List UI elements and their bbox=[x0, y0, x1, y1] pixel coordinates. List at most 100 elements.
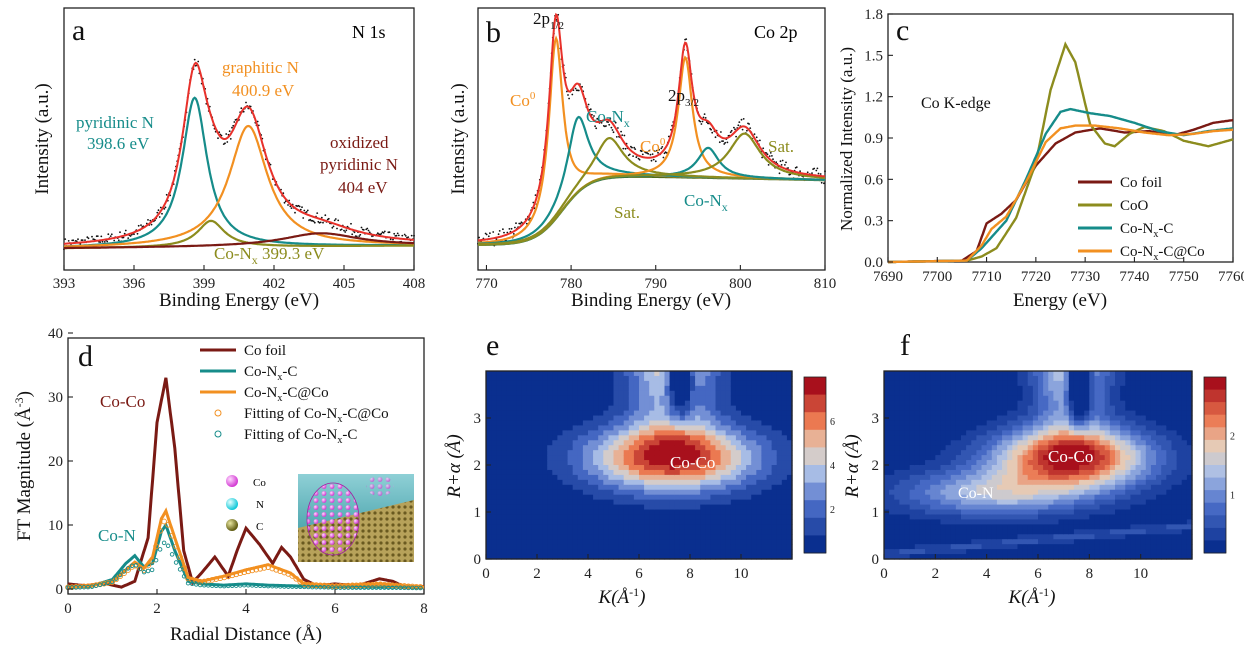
wavelet-cell bbox=[1012, 514, 1019, 521]
wavelet-cell bbox=[781, 460, 788, 466]
wavelet-cell bbox=[940, 484, 947, 491]
wavelet-cell bbox=[1089, 524, 1096, 530]
wavelet-cell bbox=[996, 544, 1003, 550]
wavelet-cell bbox=[1109, 375, 1116, 382]
wavelet-cell bbox=[715, 524, 722, 530]
wavelet-cell bbox=[684, 514, 691, 521]
wavelet-cell bbox=[598, 445, 604, 451]
wavelet-cell bbox=[981, 371, 988, 377]
wavelet-cell bbox=[598, 539, 604, 545]
legend-co-sphere-icon bbox=[226, 475, 238, 487]
wavelet-cell bbox=[542, 544, 548, 550]
wavelet-cell bbox=[486, 484, 492, 491]
wavelet-cell bbox=[511, 445, 518, 451]
panel-b-title: Co 2p bbox=[754, 22, 798, 42]
wavelet-cell bbox=[618, 539, 625, 545]
wavelet-cell bbox=[766, 474, 773, 481]
wavelet-cell bbox=[940, 375, 947, 382]
wavelet-cell bbox=[572, 514, 579, 521]
raw-data-point bbox=[723, 143, 726, 145]
wavelet-cell bbox=[501, 504, 507, 511]
wavelet-cell bbox=[919, 499, 926, 506]
wavelet-cell bbox=[649, 371, 655, 377]
wavelet-cell bbox=[976, 445, 983, 451]
raw-data-point bbox=[701, 120, 704, 123]
raw-data-point bbox=[287, 204, 289, 206]
wavelet-cell bbox=[1094, 375, 1101, 382]
wavelet-cell bbox=[603, 410, 609, 417]
wavelet-cell bbox=[935, 460, 942, 466]
wavelet-cell bbox=[1068, 499, 1075, 506]
wavelet-cell bbox=[598, 514, 604, 521]
wavelet-cell bbox=[751, 460, 757, 466]
wavelet-cell bbox=[582, 380, 589, 387]
raw-data-point bbox=[824, 170, 826, 173]
wavelet-cell bbox=[552, 375, 558, 382]
wavelet-cell bbox=[904, 415, 911, 422]
wavelet-cell bbox=[761, 484, 768, 491]
wavelet-cell bbox=[1089, 435, 1096, 441]
wavelet-cell bbox=[608, 450, 615, 456]
wavelet-cell bbox=[1058, 524, 1065, 530]
wavelet-cell bbox=[557, 415, 564, 422]
wavelet-cell bbox=[771, 554, 778, 560]
wavelet-cell bbox=[751, 415, 757, 422]
wavelet-cell bbox=[1063, 390, 1070, 397]
wavelet-cell bbox=[955, 474, 962, 481]
inset-label-co: Co bbox=[253, 477, 266, 489]
wavelet-cell bbox=[1109, 499, 1116, 506]
wavelet-cell bbox=[720, 474, 727, 481]
wavelet-cell bbox=[1032, 534, 1039, 540]
wavelet-cell bbox=[557, 405, 564, 412]
wavelet-cell bbox=[1058, 430, 1065, 436]
wavelet-cell bbox=[1027, 539, 1034, 545]
wavelet-cell bbox=[1053, 489, 1060, 496]
raw-data-point bbox=[150, 223, 153, 226]
wavelet-cell bbox=[914, 400, 921, 407]
wavelet-cell bbox=[761, 499, 768, 506]
wavelet-cell bbox=[741, 435, 747, 441]
wavelet-cell bbox=[761, 494, 768, 501]
wavelet-cell bbox=[894, 504, 900, 511]
wavelet-cell bbox=[654, 371, 660, 377]
wavelet-cell bbox=[1079, 425, 1085, 431]
wavelet-cell bbox=[771, 469, 778, 476]
wavelet-cell bbox=[537, 534, 543, 540]
wavelet-cell bbox=[613, 469, 620, 476]
wavelet-cell bbox=[511, 380, 518, 387]
wavelet-cell bbox=[715, 435, 722, 441]
wavelet-cell bbox=[720, 539, 727, 545]
wavelet-cell bbox=[679, 425, 686, 431]
wavelet-cell bbox=[659, 489, 666, 496]
wavelet-cell bbox=[1048, 549, 1054, 555]
raw-data-point bbox=[337, 219, 340, 222]
wavelet-cell bbox=[996, 460, 1003, 466]
wavelet-cell bbox=[991, 400, 998, 407]
raw-data-point bbox=[766, 153, 769, 156]
wavelet-cell bbox=[756, 484, 762, 491]
wavelet-cell bbox=[730, 371, 737, 377]
wavelet-cell bbox=[914, 371, 921, 377]
wavelet-cell bbox=[684, 534, 691, 540]
wavelet-cell bbox=[654, 400, 660, 407]
wavelet-cell bbox=[557, 489, 564, 496]
wavelet-cell bbox=[557, 450, 564, 456]
wavelet-cell bbox=[1094, 504, 1101, 511]
raw-data-point bbox=[577, 89, 580, 92]
wavelet-cell bbox=[552, 400, 558, 407]
wavelet-cell bbox=[761, 395, 768, 402]
wavelet-cell bbox=[1027, 534, 1034, 540]
wavelet-cell bbox=[1094, 430, 1101, 436]
wavelet-cell bbox=[516, 469, 523, 476]
wavelet-cell bbox=[496, 445, 502, 451]
wavelet-cell bbox=[679, 474, 686, 481]
wavelet-cell bbox=[761, 534, 768, 540]
wavelet-cell bbox=[889, 450, 895, 456]
wavelet-cell bbox=[516, 371, 523, 377]
wavelet-cell bbox=[531, 390, 538, 397]
wavelet-cell bbox=[511, 549, 518, 555]
wavelet-cell bbox=[547, 484, 553, 491]
wavelet-cell bbox=[679, 375, 686, 382]
x-tick-label: 6 bbox=[635, 566, 643, 582]
wavelet-cell bbox=[567, 395, 574, 402]
